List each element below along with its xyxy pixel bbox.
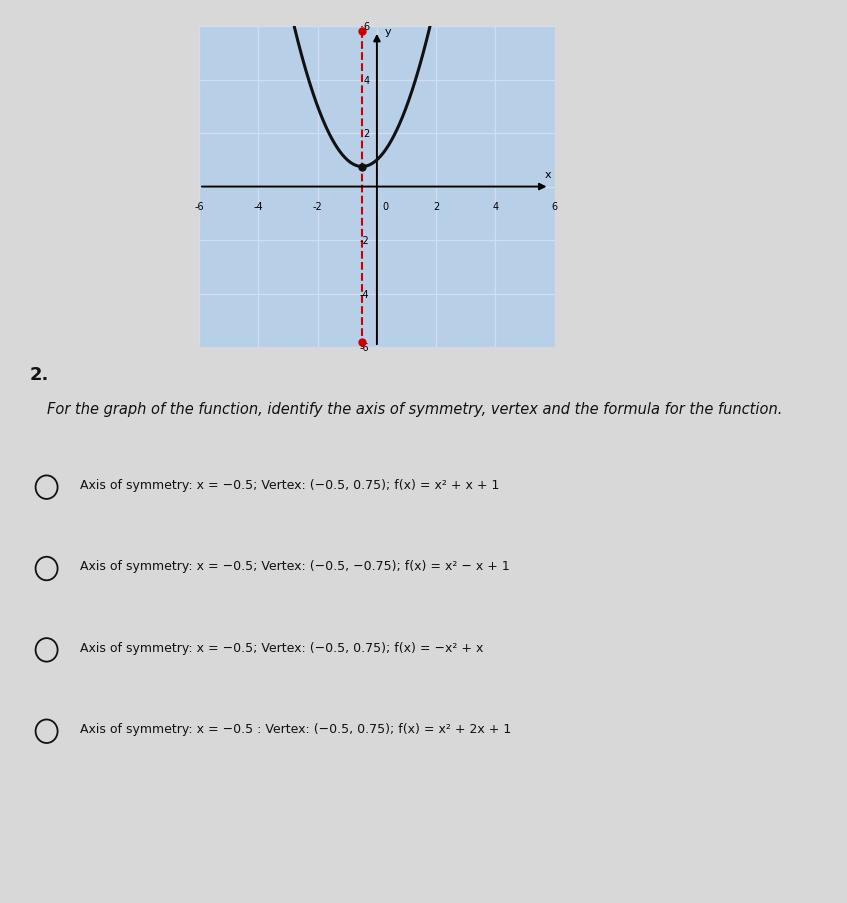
- Text: 2.: 2.: [30, 366, 49, 384]
- Text: Axis of symmetry: x = −0.5; Vertex: (−0.5, 0.75); f(x) = −x² + x: Axis of symmetry: x = −0.5; Vertex: (−0.…: [80, 641, 484, 654]
- Text: -4: -4: [253, 202, 263, 212]
- Text: -6: -6: [194, 202, 204, 212]
- Text: 4: 4: [492, 202, 499, 212]
- Text: 6: 6: [363, 22, 369, 33]
- Text: 2: 2: [433, 202, 440, 212]
- Text: -2: -2: [313, 202, 323, 212]
- Text: -6: -6: [360, 342, 369, 353]
- Text: 0: 0: [382, 202, 389, 212]
- Text: 4: 4: [363, 76, 369, 86]
- Text: Axis of symmetry: x = −0.5; Vertex: (−0.5, −0.75); f(x) = x² − x + 1: Axis of symmetry: x = −0.5; Vertex: (−0.…: [80, 560, 510, 573]
- Text: 6: 6: [551, 202, 558, 212]
- Text: x: x: [545, 170, 551, 180]
- Text: -4: -4: [360, 289, 369, 299]
- Text: Axis of symmetry: x = −0.5; Vertex: (−0.5, 0.75); f(x) = x² + x + 1: Axis of symmetry: x = −0.5; Vertex: (−0.…: [80, 479, 500, 491]
- Text: -2: -2: [360, 236, 369, 246]
- Text: 2: 2: [363, 129, 369, 139]
- Text: y: y: [385, 27, 391, 37]
- Text: For the graph of the function, identify the axis of symmetry, vertex and the for: For the graph of the function, identify …: [47, 402, 782, 417]
- Text: Axis of symmetry: x = −0.5 : Vertex: (−0.5, 0.75); f(x) = x² + 2x + 1: Axis of symmetry: x = −0.5 : Vertex: (−0…: [80, 722, 512, 735]
